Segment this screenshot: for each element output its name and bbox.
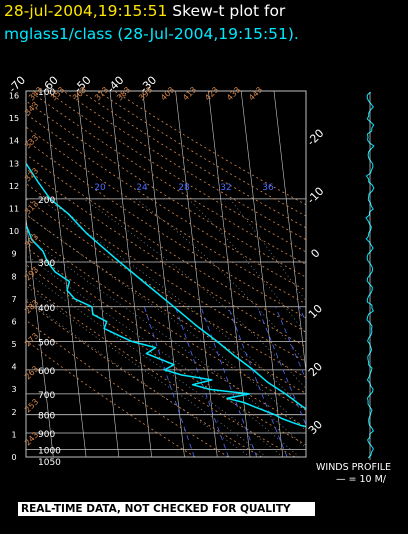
height-tick-label: 4 <box>11 363 16 372</box>
theta-top-label: 413 <box>181 85 198 102</box>
dry-adiabat <box>114 91 408 457</box>
isotherm-line <box>0 91 20 457</box>
lower-temperature-tick-label: -20 <box>305 127 327 149</box>
pressure-tick-label: 200 <box>38 196 55 206</box>
sounding-dewpoint-line <box>0 91 355 457</box>
dry-adiabat <box>0 91 408 457</box>
mixing-ratio-label: 36 <box>262 183 274 193</box>
dry-adiabat <box>46 91 408 457</box>
moist-adiabat <box>84 199 365 457</box>
dry-adiabat <box>0 91 408 457</box>
pressure-tick-label: 900 <box>38 430 55 440</box>
pressure-tick-label: 700 <box>38 391 55 401</box>
height-tick-label: 10 <box>9 227 19 236</box>
lower-temperature-tick-label: 0 <box>308 246 322 260</box>
winds-scale-label: — = 10 M/ <box>336 474 386 485</box>
dry-adiabat <box>0 91 408 457</box>
dry-adiabat <box>0 91 408 457</box>
height-tick-label: 0 <box>11 453 16 462</box>
pressure-tick-label: 1050 <box>38 458 61 468</box>
pressure-tick-label: 800 <box>38 412 55 422</box>
height-tick-label: 12 <box>9 182 19 191</box>
mixing-ratio-label: 20 <box>94 183 106 193</box>
pressure-tick-label: 500 <box>38 339 55 349</box>
theta-top-label: 423 <box>203 85 220 102</box>
theta-top-label: 433 <box>225 85 242 102</box>
mixing-ratio-label: 28 <box>178 183 190 193</box>
isotherm-line <box>143 91 185 457</box>
winds-profile-label: WINDS PROFILE <box>316 462 391 473</box>
height-tick-label: 8 <box>11 272 16 281</box>
moist-adiabat <box>188 199 398 457</box>
height-tick-label: 11 <box>9 204 19 213</box>
mixing-ratio-line <box>322 307 392 457</box>
plot-frame <box>26 91 306 457</box>
lower-temperature-tick-label: 10 <box>306 302 325 321</box>
winds-profile <box>366 92 374 460</box>
dry-adiabat <box>0 91 408 457</box>
dry-adiabat <box>0 91 408 457</box>
height-tick-label: 1 <box>11 430 16 439</box>
mixing-ratio-label: 32 <box>220 183 231 193</box>
theta-top-label: 443 <box>247 85 264 102</box>
pressure-tick-label: 300 <box>38 259 55 269</box>
pressure-tick-label: 400 <box>38 304 55 314</box>
height-tick-label: 6 <box>11 317 16 326</box>
lower-temperature-tick-label: 20 <box>306 360 325 379</box>
isotherm-line <box>44 91 86 457</box>
moist-adiabat <box>136 199 381 457</box>
dry-adiabat <box>0 91 408 457</box>
mixing-ratio-label: 24 <box>136 183 148 193</box>
height-tick-label: 7 <box>11 295 16 304</box>
dry-adiabat <box>13 91 408 457</box>
height-tick-label: 9 <box>11 250 16 259</box>
height-tick-label: 3 <box>11 385 16 394</box>
dry-adiabat <box>0 91 408 457</box>
dry-adiabat <box>97 91 408 457</box>
mixing-ratio-line <box>201 307 257 457</box>
quality-notice: REAL-TIME DATA, NOT CHECKED FOR QUALITY <box>18 502 315 516</box>
pressure-tick-label: 1000 <box>38 446 61 456</box>
dry-adiabat <box>0 91 295 457</box>
dry-adiabat <box>29 91 408 457</box>
lower-temperature-tick-label: 30 <box>306 418 325 437</box>
moist-adiabat <box>40 199 348 457</box>
mixing-ratio-line <box>228 307 287 457</box>
mixing-ratio-line <box>308 307 377 457</box>
height-tick-label: 14 <box>9 137 19 146</box>
pressure-tick-label: 600 <box>38 367 55 377</box>
mixing-ratio-line <box>299 307 366 457</box>
height-tick-label: 5 <box>11 340 16 349</box>
mixing-ratio-line <box>316 307 385 457</box>
isotherm-line <box>372 91 408 457</box>
dry-adiabat <box>0 91 328 457</box>
theta-top-label: 403 <box>159 85 176 102</box>
dry-adiabat <box>0 91 361 457</box>
height-tick-label: 13 <box>9 159 19 168</box>
height-tick-label: 15 <box>9 114 19 123</box>
height-tick-label: 2 <box>11 408 16 417</box>
moist-adiabat <box>230 199 408 457</box>
isotherm-line <box>77 91 119 457</box>
plot-area <box>0 91 408 457</box>
mixing-ratio-line <box>328 307 399 457</box>
lower-temperature-tick-label: -10 <box>305 185 327 207</box>
isotherm-line <box>340 91 382 457</box>
isotherm-line <box>274 91 316 457</box>
